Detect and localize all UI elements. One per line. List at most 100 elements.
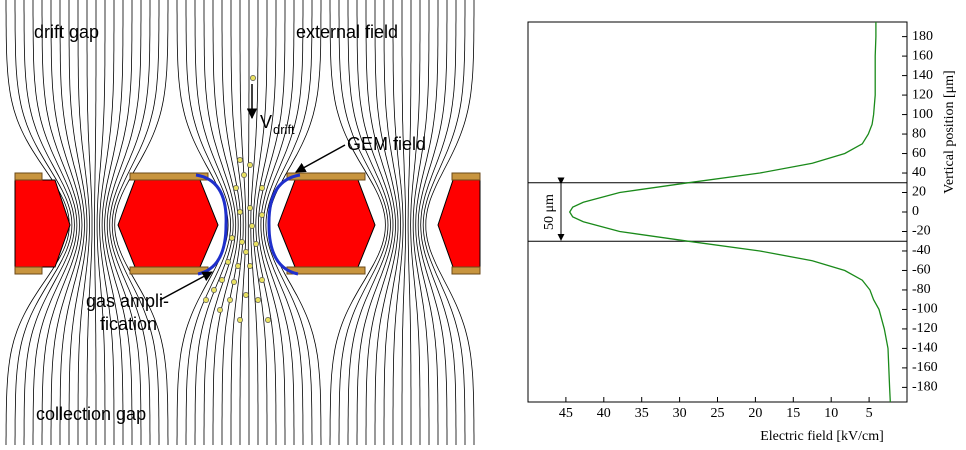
field-line	[417, 0, 448, 445]
field-line	[94, 0, 97, 445]
field-line	[86, 0, 93, 445]
x-tick-label: 5	[866, 406, 873, 421]
field-line	[338, 0, 389, 445]
field-line	[106, 0, 142, 445]
electron	[253, 241, 259, 247]
electron	[249, 223, 255, 229]
field-line	[109, 0, 151, 445]
electron	[259, 212, 265, 218]
y-tick-label: -40	[912, 243, 931, 258]
y-tick-label: 100	[912, 107, 933, 122]
arrow	[295, 144, 346, 173]
field-line	[32, 0, 78, 445]
field-line	[425, 0, 475, 445]
electron	[229, 235, 235, 241]
field-line	[401, 0, 407, 445]
data-line	[568, 22, 891, 403]
x-axis-label: Electric field [kV/cm]	[760, 429, 884, 444]
y-tick-label: 40	[912, 165, 926, 180]
y-tick-label: -60	[912, 263, 931, 278]
field-line	[415, 0, 439, 445]
field-line	[203, 0, 237, 445]
y-tick-label: 180	[912, 29, 933, 44]
electron	[247, 205, 253, 211]
y-tick-label: -160	[912, 360, 938, 375]
field-line	[96, 0, 106, 445]
field-line	[347, 0, 391, 445]
field-line	[104, 0, 133, 445]
x-tick-label: 30	[673, 406, 687, 421]
electron	[217, 307, 223, 313]
electron	[243, 292, 249, 298]
electron	[211, 287, 217, 293]
electron	[219, 277, 225, 283]
y-tick-label: 160	[912, 48, 933, 63]
label: gas ampli-	[86, 291, 169, 311]
field-line	[111, 0, 160, 445]
electron	[203, 297, 209, 303]
field-line	[262, 0, 304, 445]
y-tick-label: -20	[912, 224, 931, 239]
field-lines	[5, 0, 475, 445]
y-axis-label: Vertical position [μm]	[942, 70, 957, 193]
y-tick-label: 60	[912, 146, 926, 161]
plot-frame	[527, 21, 908, 403]
electron	[233, 185, 239, 191]
field-line	[365, 0, 396, 445]
x-tick-label: 45	[559, 406, 573, 421]
electron	[235, 263, 241, 269]
field-line	[14, 0, 73, 445]
field-line	[59, 0, 85, 445]
field-line	[68, 0, 88, 445]
electron	[247, 162, 253, 168]
field-line	[99, 0, 115, 445]
label: GEM field	[347, 134, 426, 154]
field-line	[23, 0, 75, 445]
field-line	[194, 0, 234, 445]
field-line	[265, 0, 313, 445]
field-line	[255, 0, 277, 445]
field-line	[392, 0, 404, 445]
field-line	[239, 0, 247, 445]
field-line	[422, 0, 466, 445]
label: drift	[273, 122, 295, 137]
field-line	[383, 0, 402, 445]
electron	[259, 277, 265, 283]
y-tick-label: 140	[912, 68, 933, 83]
label: drift gap	[34, 22, 99, 42]
electron	[237, 209, 243, 215]
y-tick-label: -140	[912, 341, 938, 356]
electron	[239, 239, 245, 245]
field-line	[252, 0, 268, 445]
field-line	[412, 0, 430, 445]
field-line	[250, 0, 259, 445]
annotation: 50 μm	[542, 194, 557, 230]
field-line	[221, 0, 242, 445]
y-tick-label: -180	[912, 380, 938, 395]
field-line	[77, 0, 90, 445]
field-line	[329, 0, 386, 445]
electron	[250, 75, 256, 81]
field-line	[114, 0, 169, 445]
electron	[243, 249, 249, 255]
y-tick-label: 20	[912, 185, 926, 200]
field-line	[50, 0, 83, 445]
electron	[237, 317, 243, 323]
electron	[241, 172, 247, 178]
field-line	[230, 0, 244, 445]
y-tick-label: -100	[912, 302, 938, 317]
field-line	[374, 0, 399, 445]
y-tick-label: 0	[912, 204, 919, 219]
field-line	[212, 0, 239, 445]
gem-foil	[14, 172, 481, 276]
x-tick-label: 25	[711, 406, 725, 421]
x-tick-label: 15	[786, 406, 800, 421]
field-line	[101, 0, 124, 445]
x-tick-label: 20	[748, 406, 762, 421]
y-tick-label: 120	[912, 87, 933, 102]
x-tick-label: 35	[635, 406, 649, 421]
field-line	[260, 0, 295, 445]
electron	[225, 259, 231, 265]
electron	[227, 297, 233, 303]
